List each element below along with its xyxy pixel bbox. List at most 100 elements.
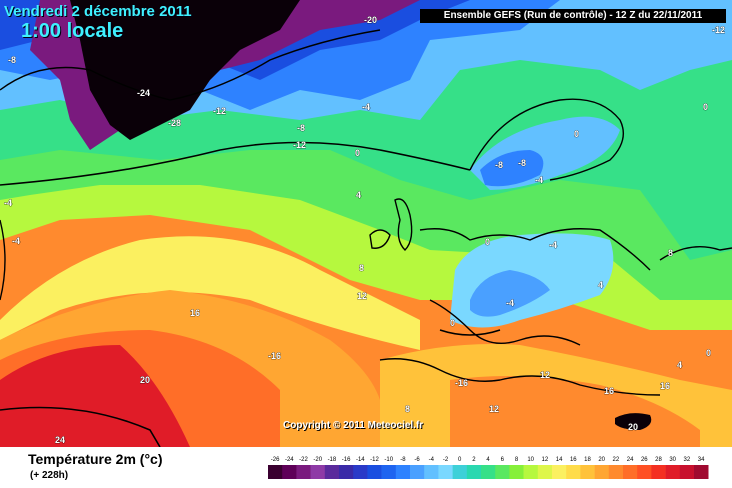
map-label: -8 — [8, 55, 16, 65]
legend-tick-label: 8 — [515, 457, 519, 463]
map-label: 4 — [598, 280, 603, 290]
map-label: 0 — [485, 237, 490, 247]
legend-tick-label: 26 — [641, 457, 648, 463]
temp-zone-scandinavia-core — [480, 150, 544, 187]
legend-swatch — [452, 465, 468, 479]
legend-swatch — [438, 465, 453, 479]
legend-tick-label: 28 — [655, 457, 662, 463]
legend-tick-label: -8 — [400, 457, 406, 463]
map-label: -12 — [712, 25, 725, 35]
map-label: 0 — [450, 318, 455, 328]
legend-swatch — [424, 465, 439, 479]
legend-tick-label: -10 — [384, 457, 393, 463]
legend-tick-label: 22 — [613, 457, 620, 463]
legend-swatch — [537, 465, 553, 479]
map-label: -4 — [549, 240, 557, 250]
legend-tick-label: 4 — [486, 457, 490, 463]
legend-swatch — [580, 465, 595, 479]
temp-zone-hot-spot — [615, 413, 652, 430]
map-label: 20 — [140, 375, 150, 385]
legend-tick-label: -22 — [299, 457, 308, 463]
legend-swatch — [339, 465, 354, 479]
legend-swatch — [410, 465, 425, 479]
legend-tick-label: -24 — [285, 457, 294, 463]
map-label: 20 — [628, 422, 638, 432]
map-label: -24 — [137, 88, 150, 98]
map-label: -12 — [293, 140, 306, 150]
legend-tick-label: -18 — [328, 457, 337, 463]
lead-time: (+ 228h) — [30, 470, 69, 481]
legend-tick-label: -4 — [429, 457, 435, 463]
variable-title: Température 2m (°c) — [28, 451, 163, 467]
legend-swatch — [552, 465, 567, 479]
map-label: -8 — [297, 123, 305, 133]
legend-swatch — [495, 465, 510, 479]
map-label: -4 — [362, 102, 370, 112]
legend-swatch — [608, 465, 624, 479]
legend-tick-label: 18 — [584, 457, 591, 463]
map-label: -4 — [4, 198, 12, 208]
map-label: 16 — [190, 308, 200, 318]
map-label: 8 — [359, 263, 364, 273]
legend-swatch — [282, 465, 297, 479]
map-label: -16 — [268, 351, 281, 361]
legend-swatch — [268, 465, 283, 479]
legend-swatch — [509, 465, 524, 479]
legend-tick-label: -2 — [443, 457, 449, 463]
legend-swatch — [523, 465, 539, 479]
legend-tick-label: 16 — [570, 457, 577, 463]
copyright-text: Copyright © 2011 Meteociel.fr — [283, 420, 424, 431]
map-label: -4 — [535, 175, 543, 185]
temperature-map: -20 -24 -28 -12 -8 -12 -8 -4 -4 0 4 8 12… — [0, 0, 732, 447]
legend-tick-label: -20 — [313, 457, 322, 463]
map-label: 4 — [356, 190, 361, 200]
legend-tick-label: -12 — [370, 457, 379, 463]
legend-tick-label: 12 — [542, 457, 549, 463]
legend-tick-label: 10 — [527, 457, 534, 463]
legend-swatch — [481, 465, 496, 479]
legend-swatch — [623, 465, 638, 479]
map-label: 12 — [540, 370, 550, 380]
map-label: -12 — [213, 106, 226, 116]
legend-tick-label: 32 — [684, 457, 691, 463]
map-label: 0 — [355, 148, 360, 158]
temp-zone-yellow-band — [0, 236, 420, 350]
legend-swatch — [381, 465, 397, 479]
temp-zone-black — [70, 0, 300, 140]
legend-tick-label: 6 — [501, 457, 505, 463]
legend-swatch — [395, 465, 411, 479]
map-label: 4 — [677, 360, 682, 370]
legend-swatch — [594, 465, 610, 479]
map-label: -4 — [506, 298, 514, 308]
coastlines — [0, 29, 732, 396]
legend-swatch — [651, 465, 666, 479]
legend-swatch — [310, 465, 326, 479]
legend-swatch — [679, 465, 695, 479]
map-label: 0 — [574, 129, 579, 139]
map-label: 0 — [706, 348, 711, 358]
map-label: 16 — [660, 381, 670, 391]
legend-tick-label: 30 — [669, 457, 676, 463]
map-label: -8 — [518, 158, 526, 168]
map-footer: Température 2m (°c) (+ 228h) -26 -24 -22 -2… — [0, 447, 732, 488]
legend-tick-label: -6 — [414, 457, 420, 463]
legend-swatch — [367, 465, 382, 479]
legend-tick-label: -16 — [342, 457, 351, 463]
legend-swatch — [566, 465, 581, 479]
legend-tick-label: 24 — [627, 457, 634, 463]
legend-tick-label: 0 — [458, 457, 462, 463]
map-label: 8 — [668, 248, 673, 258]
map-label: 12 — [357, 291, 367, 301]
map-label: 8 — [405, 404, 410, 414]
legend-swatch — [353, 465, 368, 479]
map-label: 12 — [489, 404, 499, 414]
legend-tick-label: -26 — [271, 457, 280, 463]
map-label: -16 — [455, 378, 468, 388]
run-info-banner: Ensemble GEFS (Run de contrôle) - 12 Z d… — [420, 9, 726, 23]
temp-zone-red — [0, 345, 190, 447]
forecast-time: 1:00 locale — [21, 20, 124, 42]
legend-swatch — [694, 465, 709, 479]
legend-swatch — [296, 465, 311, 479]
legend-swatch — [637, 465, 652, 479]
temp-zone-europe-core — [470, 270, 550, 317]
